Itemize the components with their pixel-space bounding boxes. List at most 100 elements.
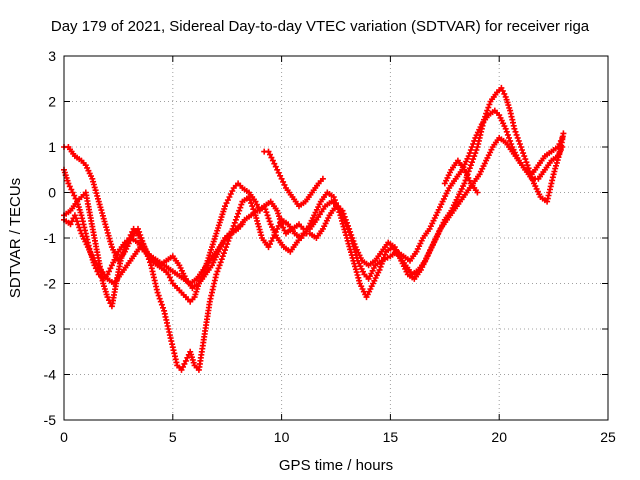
data-point [352,266,359,273]
data-point [214,268,221,275]
data-point [246,194,252,200]
data-point [238,201,245,208]
y-tick-label: -5 [44,412,57,428]
data-point [89,256,96,263]
x-axis-label: GPS time / hours [279,457,393,474]
data-point [520,150,527,157]
data-point [236,207,243,214]
data-point [512,128,519,135]
x-tick-label: 15 [383,429,399,445]
data-point [522,156,529,163]
data-point [349,235,356,241]
data-point [253,201,260,208]
y-tick-label: 0 [48,185,56,201]
data-point [265,215,272,222]
data-point [74,218,81,225]
data-point [503,128,510,135]
y-tick-label: -3 [44,321,57,337]
data-point [378,260,385,267]
data-point [504,131,511,138]
data-point [470,156,477,163]
data-point [272,163,279,170]
data-point [342,216,349,223]
data-point [189,356,196,363]
data-point [351,241,358,248]
data-point [136,228,143,235]
data-point [281,181,288,188]
data-point [92,265,99,272]
data-point [473,147,480,153]
data-point [261,203,268,210]
data-point [71,192,78,199]
data-point [223,244,230,251]
data-point [341,213,348,220]
data-point [481,116,487,123]
y-tick-label: 2 [48,94,56,110]
x-tick-label: 20 [491,429,507,445]
data-point [231,219,238,226]
data-point [485,104,492,111]
data-point [220,250,227,257]
data-point [553,162,559,169]
data-point [157,298,164,305]
data-point [239,221,246,228]
data-point [104,294,111,301]
data-point [350,257,357,264]
plot-frame [63,55,609,421]
data-point [215,265,222,272]
data-point [263,209,270,216]
data-point [232,216,239,223]
data-point [216,262,223,269]
data-point [255,223,262,230]
y-tick-label: -1 [44,230,57,246]
data-point [106,268,112,275]
data-point [66,183,73,190]
data-point [502,125,509,132]
data-point [262,206,269,213]
data-point [155,292,162,299]
data-point [521,153,528,160]
data-point [107,238,114,245]
data-point [217,259,224,266]
data-point [355,274,362,281]
data-point [249,203,256,210]
data-point [470,141,477,147]
y-tick-label: -4 [44,367,57,383]
data-point [340,210,347,217]
data-point [345,222,351,229]
data-point [516,141,523,147]
data-point [467,162,474,169]
data-point [281,227,288,234]
data-point [248,200,255,207]
axis-ticks: 0 5 10 15 20 25 -5 -4 -3 -2 -1 0 1 2 3 [44,48,616,445]
data-point [257,229,264,236]
data-point [235,210,242,217]
data-point [247,197,253,204]
data-point [156,295,163,302]
data-point [352,263,358,270]
data-series-group [61,84,567,373]
data-point [139,238,146,244]
data-point [514,134,521,141]
data-point [73,215,79,222]
data-point [182,357,189,364]
data-point [486,101,493,108]
data-point [102,221,109,228]
data-point [461,180,468,187]
data-point [477,131,484,138]
data-point [336,209,343,216]
data-point [471,153,478,160]
data-point [75,221,82,228]
data-point [466,150,473,157]
data-point [350,238,357,244]
x-tick-label: 0 [60,429,68,445]
data-point [515,137,522,144]
data-point [347,228,354,235]
data-point [474,144,481,150]
series-track-e [261,148,326,210]
data-point [513,131,520,138]
data-point [330,194,337,200]
y-tick-label: 3 [48,48,56,64]
data-point [556,150,563,157]
